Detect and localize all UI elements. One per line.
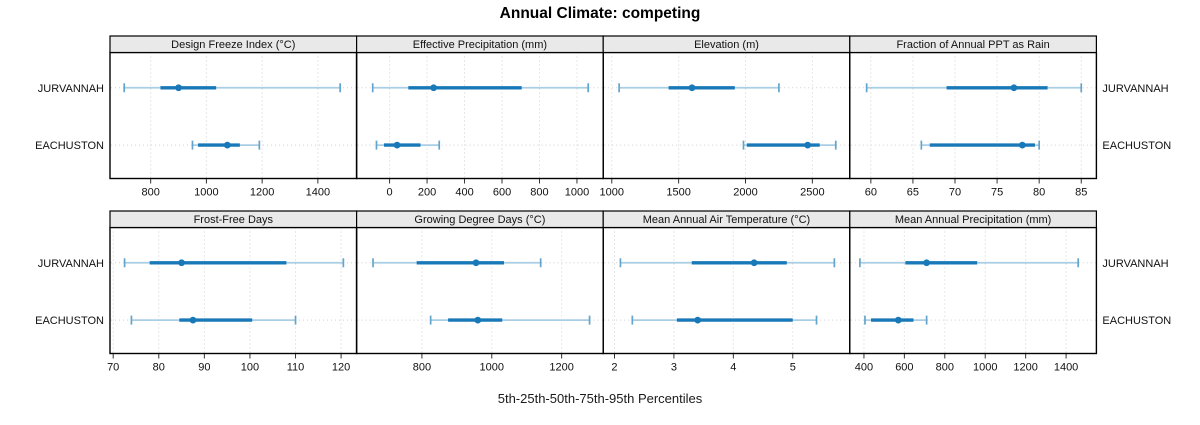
x-tick-label: 1200 xyxy=(250,187,274,199)
panel-border xyxy=(602,51,851,180)
panel-strip-label: Effective Precipitation (mm) xyxy=(413,39,547,51)
row-label-right: JURVANNAH xyxy=(1102,258,1168,270)
row-label-left: EACHUSTON xyxy=(35,140,104,152)
x-tick-label: 400 xyxy=(855,362,873,374)
x-tick-label: 1000 xyxy=(565,187,589,199)
x-tick-label: 2 xyxy=(611,362,617,374)
x-tick-label: 2500 xyxy=(800,187,824,199)
x-tick-label: 1000 xyxy=(973,362,997,374)
x-tick-label: 85 xyxy=(1075,187,1087,199)
row-label-right: EACHUSTON xyxy=(1102,315,1171,327)
median-dot xyxy=(472,259,480,267)
x-axis-label: 5th-25th-50th-75th-95th Percentiles xyxy=(497,391,703,406)
median-dot xyxy=(189,316,197,324)
x-tick-label: 1000 xyxy=(480,362,504,374)
x-tick-label: 600 xyxy=(895,362,913,374)
panel-border xyxy=(849,51,1098,180)
median-dot xyxy=(474,316,482,324)
median-dot xyxy=(393,141,401,149)
panel-border xyxy=(355,51,604,180)
x-tick-label: 1200 xyxy=(1013,362,1037,374)
median-dot xyxy=(175,84,182,92)
x-tick-label: 800 xyxy=(413,362,431,374)
x-tick-label: 70 xyxy=(107,362,119,374)
x-tick-label: 0 xyxy=(387,187,393,199)
row-label-left: JURVANNAH xyxy=(38,258,104,270)
row-label-left: JURVANNAH xyxy=(38,83,104,95)
panel-border xyxy=(109,226,358,355)
x-tick-label: 800 xyxy=(936,362,954,374)
row-label-right: EACHUSTON xyxy=(1102,140,1171,152)
x-tick-label: 1500 xyxy=(666,187,690,199)
x-tick-label: 80 xyxy=(1033,187,1045,199)
panel-strip-label: Frost-Free Days xyxy=(194,214,274,226)
x-tick-label: 1400 xyxy=(306,187,330,199)
median-dot xyxy=(923,259,931,267)
x-tick-label: 1000 xyxy=(600,187,624,199)
x-tick-label: 4 xyxy=(730,362,736,374)
x-tick-label: 70 xyxy=(949,187,961,199)
panel-border xyxy=(355,226,604,355)
panel-strip-label: Fraction of Annual PPT as Rain xyxy=(896,39,1049,51)
median-dot xyxy=(894,316,902,324)
x-tick-label: 600 xyxy=(493,187,511,199)
panel-border xyxy=(602,226,851,355)
panel-strip-label: Elevation (m) xyxy=(694,39,759,51)
x-tick-label: 110 xyxy=(287,362,305,374)
median-dot xyxy=(1018,141,1026,149)
panel-strip-label: Growing Degree Days (°C) xyxy=(414,214,545,226)
x-tick-label: 100 xyxy=(241,362,259,374)
x-tick-label: 60 xyxy=(865,187,877,199)
row-label-right: JURVANNAH xyxy=(1102,83,1168,95)
row-label-left: EACHUSTON xyxy=(35,315,104,327)
panel-strip-label: Mean Annual Precipitation (mm) xyxy=(895,214,1052,226)
panel-strip-label: Mean Annual Air Temperature (°C) xyxy=(643,214,810,226)
x-tick-label: 3 xyxy=(671,362,677,374)
panel-strip xyxy=(849,35,1097,54)
x-tick-label: 1200 xyxy=(549,362,573,374)
median-dot xyxy=(750,259,758,267)
x-tick-label: 800 xyxy=(142,187,160,199)
x-tick-label: 120 xyxy=(332,362,350,374)
x-tick-label: 400 xyxy=(455,187,473,199)
x-tick-label: 75 xyxy=(991,187,1003,199)
median-dot xyxy=(688,84,696,92)
x-tick-label: 65 xyxy=(907,187,919,199)
panel-border xyxy=(109,51,358,180)
x-tick-label: 80 xyxy=(153,362,165,374)
x-tick-label: 5 xyxy=(790,362,796,374)
x-tick-label: 800 xyxy=(530,187,548,199)
plot-title: Annual Climate: competing xyxy=(499,5,701,22)
median-dot xyxy=(1010,84,1018,92)
panel-border xyxy=(849,226,1098,355)
median-dot xyxy=(430,84,438,92)
median-dot xyxy=(694,316,702,324)
x-tick-label: 90 xyxy=(198,362,210,374)
median-dot xyxy=(223,141,231,149)
panel-strip-label: Design Freeze Index (°C) xyxy=(171,39,295,51)
x-tick-label: 200 xyxy=(418,187,436,199)
x-tick-label: 1000 xyxy=(194,187,218,199)
x-tick-label: 1400 xyxy=(1054,362,1078,374)
x-tick-label: 2000 xyxy=(733,187,757,199)
median-dot xyxy=(804,141,812,149)
median-dot xyxy=(178,259,185,267)
panel-strip xyxy=(849,210,1097,229)
